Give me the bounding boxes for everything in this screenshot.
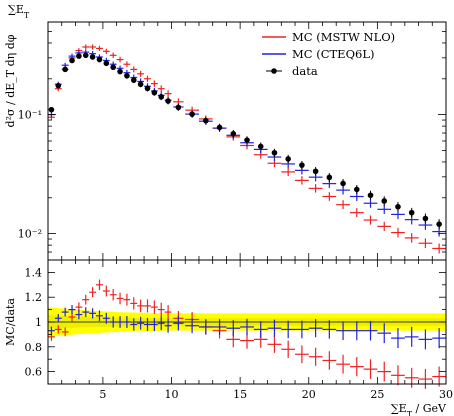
data-point xyxy=(117,68,123,75)
data-point xyxy=(103,60,110,67)
data-point xyxy=(299,162,305,168)
x-tick-label: 25 xyxy=(370,388,384,401)
series-data xyxy=(48,52,442,230)
data-point xyxy=(381,198,388,204)
y-tick-label: 10⁻¹ xyxy=(18,109,42,122)
legend-label-0: MC (MSTW NLO) xyxy=(292,30,395,44)
data-point xyxy=(89,54,96,60)
x-tick-label: 10 xyxy=(165,388,179,401)
data-point xyxy=(312,168,319,175)
data-point xyxy=(48,106,55,113)
data-point xyxy=(244,137,250,143)
data-point xyxy=(408,209,415,216)
data-point xyxy=(110,64,116,71)
x-axis-label: ∑ET / GeV xyxy=(391,402,447,416)
data-point xyxy=(422,215,429,222)
data-point xyxy=(353,186,360,193)
legend-label-1: MC (CTEQ6L) xyxy=(292,47,374,61)
x-tick-label: 15 xyxy=(233,388,247,401)
data-point xyxy=(257,143,264,150)
data-point xyxy=(203,117,209,124)
data-point xyxy=(55,82,62,89)
data-point xyxy=(151,89,158,96)
data-point xyxy=(216,124,223,131)
data-point xyxy=(130,77,137,83)
data-point xyxy=(76,53,82,59)
x-tick-label: 30 xyxy=(439,388,453,401)
legend: MC (MSTW NLO) MC (CTEQ6L) data xyxy=(262,30,395,78)
main-plot-panel: 10⁻² 10⁻¹ d²σ / dE_T dη dφ xyxy=(4,21,447,261)
legend-label-2: data xyxy=(292,64,318,78)
data-point xyxy=(230,130,237,137)
ratio-y-axis-label: MC/data xyxy=(4,298,17,346)
data-point xyxy=(165,98,171,104)
y-tick-label: 10⁻² xyxy=(18,228,42,241)
data-point xyxy=(340,180,346,187)
ratio-y-tick-label: 1.4 xyxy=(25,266,43,279)
ratio-series-mc-cteq6l xyxy=(48,305,446,350)
x-tick-label: 20 xyxy=(302,388,316,401)
data-point xyxy=(367,192,374,199)
ratio-y-tick-label: 0.6 xyxy=(25,366,43,379)
data-point xyxy=(271,149,278,156)
data-point xyxy=(82,52,89,59)
ratio-y-tick-label: 1.2 xyxy=(25,291,43,304)
data-point xyxy=(326,174,333,181)
x-tick-label: 5 xyxy=(99,388,106,401)
data-point xyxy=(395,203,401,210)
data-point xyxy=(285,156,291,162)
data-point xyxy=(96,56,103,63)
ratio-y-tick-label: 1 xyxy=(35,316,42,329)
data-point xyxy=(158,94,165,100)
y-axis-label: d²σ / dE_T dη dφ xyxy=(4,34,17,127)
data-point xyxy=(137,81,144,88)
series-mc-mstw-nlo xyxy=(48,44,446,254)
data-point xyxy=(62,66,68,73)
data-point xyxy=(436,221,442,227)
data-point xyxy=(189,111,195,117)
ratio-plot-panel: 0.6 0.8 1 1.2 1.4 5 10 15 20 25 30 MC/data ∑ET / … xyxy=(4,259,453,416)
data-point xyxy=(124,72,130,79)
data-point xyxy=(144,85,151,92)
data-point xyxy=(175,104,182,111)
chart-title: ∑ET xyxy=(8,3,30,20)
data-point xyxy=(69,57,75,64)
ratio-y-tick-label: 0.8 xyxy=(25,341,43,354)
